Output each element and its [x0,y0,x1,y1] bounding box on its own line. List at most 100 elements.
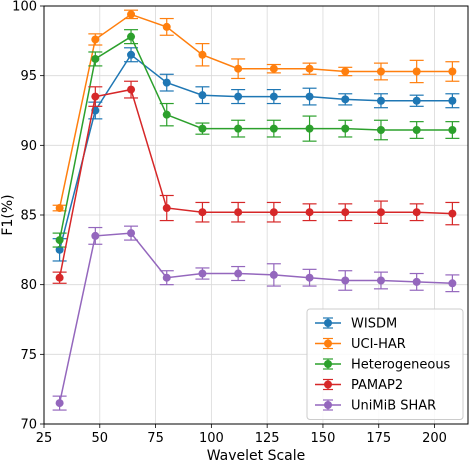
data-point [341,95,350,104]
y-tick-label: 90 [20,139,37,154]
legend-marker [324,339,332,348]
data-point [305,92,314,101]
y-tick-label: 80 [20,278,37,293]
data-point [198,208,207,217]
legend-label: WISDM [351,317,397,332]
x-tick-label: 200 [422,431,447,446]
series-group [52,9,460,411]
data-point [55,204,64,213]
data-point [412,96,421,105]
data-point [162,204,171,213]
legend-item: Heterogeneous [315,358,451,373]
x-tick-label: 50 [92,431,109,446]
series-line [58,35,453,241]
legend-item: WISDM [315,317,397,332]
data-point [305,273,314,282]
data-point [376,208,385,217]
series-heterogeneous [52,29,460,248]
data-point [234,269,243,278]
data-point [341,124,350,133]
legend-label: PAMAP2 [351,378,403,393]
data-point [198,91,207,100]
data-point [412,67,421,76]
legend-item: UniMiB SHAR [315,399,436,414]
data-point [234,64,243,73]
data-point [55,399,64,408]
data-point [341,276,350,285]
data-point [448,209,457,218]
legend-marker [324,319,332,327]
data-point [448,126,457,135]
data-point [269,64,278,73]
y-tick-label: 100 [12,0,37,15]
data-point [162,78,171,87]
data-point [269,270,278,279]
data-point [198,124,207,133]
data-point [91,54,100,63]
data-point [234,92,243,101]
y-axis-label: F1(%) [0,194,16,235]
legend-item: UCI-HAR [315,337,406,352]
data-point [127,32,136,41]
data-point [376,96,385,105]
series-line [58,88,453,278]
data-point [341,67,350,76]
x-tick-label: 175 [366,431,391,446]
data-point [162,22,171,31]
data-point [305,208,314,217]
data-point [341,208,350,217]
data-point [412,208,421,217]
y-tick-label: 95 [20,69,37,84]
plot-frame [43,5,469,425]
data-point [448,67,457,76]
data-point [412,126,421,135]
data-point [305,64,314,73]
data-point [55,245,64,254]
data-point [127,85,136,94]
x-tick-label: 150 [311,431,336,446]
data-point [127,229,136,238]
data-point [127,10,136,19]
legend-box [306,308,464,420]
series-unimib-shar [52,225,460,411]
x-axis-label: Wavelet Scale [207,448,306,460]
series-line [58,232,453,404]
axis-ticks: 25 50 75 100 125 150 175 200 70 75 80 85 90 95 100 [12,0,447,446]
x-tick-label: 100 [199,431,224,446]
data-point [269,92,278,101]
data-point [448,279,457,288]
data-point [376,67,385,76]
series-uci-har [52,9,460,213]
series-line [58,53,453,250]
data-point [127,50,136,59]
legend-marker [324,360,332,368]
data-point [234,124,243,133]
data-point [269,124,278,133]
legend-label: UniMiB SHAR [351,399,436,414]
legend-item: PAMAP2 [315,378,403,393]
x-tick-label: 25 [36,431,53,446]
data-point [162,273,171,282]
data-point [91,92,100,101]
data-point [376,276,385,285]
data-point [198,50,207,59]
y-tick-label: 85 [20,209,37,224]
legend-marker [324,380,332,389]
y-tick-label: 75 [20,348,37,363]
series-pamap2 [52,80,460,284]
data-point [55,273,64,282]
data-point [448,96,457,105]
data-point [412,277,421,286]
data-point [376,126,385,135]
data-point [269,208,278,217]
data-point [91,231,100,240]
grid [43,5,468,425]
legend-label: Heterogeneous [351,358,451,373]
legend: WISDM UCI-HAR Heterogeneous PAMAP2 UniMiB SH… [306,308,464,420]
legend-marker [324,401,332,409]
x-tick-label: 75 [147,431,164,446]
series-wisdm [52,47,460,262]
data-point [162,110,171,119]
